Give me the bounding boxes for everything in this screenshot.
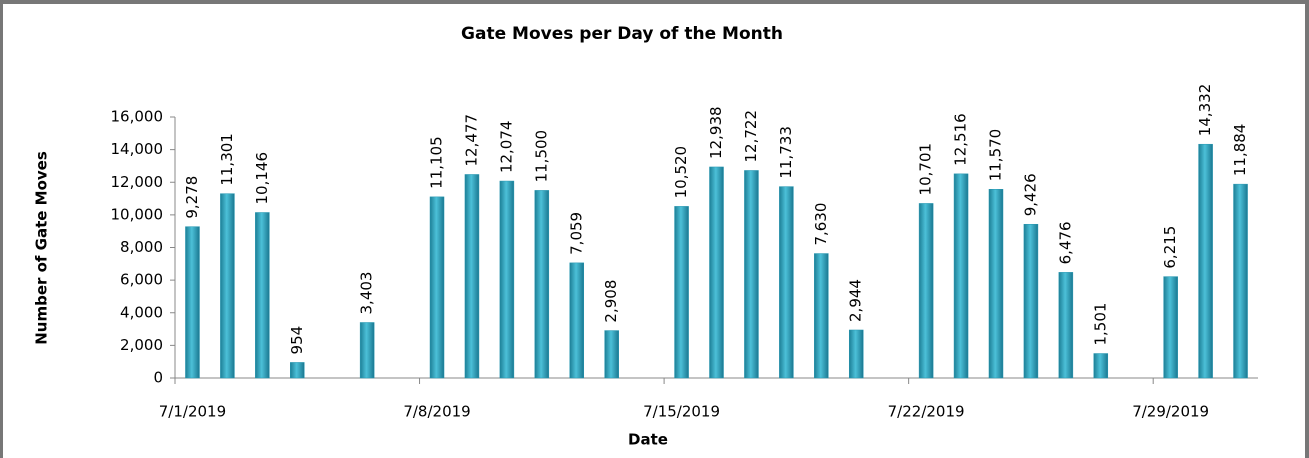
y-tick-label: 12,000 <box>111 173 164 191</box>
bar <box>814 253 829 379</box>
data-label: 954 <box>288 326 306 355</box>
bar <box>429 196 445 379</box>
bar <box>988 189 1004 379</box>
data-label: 7,059 <box>567 212 585 255</box>
bar <box>1023 223 1039 379</box>
bar <box>1198 143 1213 379</box>
bar <box>674 206 689 379</box>
data-label: 6,215 <box>1161 226 1179 269</box>
bar <box>779 186 794 379</box>
bar <box>185 226 200 379</box>
y-tick-label: 4,000 <box>120 303 163 321</box>
y-axis-title: Number of Gate Moves <box>33 151 51 345</box>
bar <box>709 166 724 379</box>
x-tick-label: 7/15/2019 <box>643 403 720 421</box>
data-label: 11,500 <box>532 130 550 183</box>
bar <box>290 362 305 379</box>
chart-title: Gate Moves per Day of the Month <box>461 24 783 44</box>
bar <box>499 180 515 379</box>
data-label: 2,908 <box>602 280 620 323</box>
x-tick-label: 7/8/2019 <box>403 403 470 421</box>
data-label: 10,146 <box>253 152 271 205</box>
data-label: 12,516 <box>952 113 970 166</box>
bar <box>953 173 969 379</box>
data-label: 2,944 <box>847 279 865 322</box>
data-label: 10,701 <box>917 143 935 196</box>
x-tick-label: 7/22/2019 <box>888 403 965 421</box>
y-tick-label: 14,000 <box>111 140 164 158</box>
x-tick-label: 7/1/2019 <box>159 403 226 421</box>
data-label: 11,884 <box>1231 124 1249 177</box>
data-label: 11,301 <box>218 133 236 186</box>
bar <box>569 262 585 379</box>
bar <box>255 212 270 379</box>
bar <box>1093 353 1109 379</box>
data-label: 12,938 <box>707 106 725 159</box>
data-label: 12,722 <box>742 110 760 163</box>
y-tick-label: 6,000 <box>120 271 163 289</box>
data-label: 6,476 <box>1056 221 1074 264</box>
bar <box>359 322 375 379</box>
y-tick-label: 16,000 <box>111 108 164 126</box>
bar <box>848 329 864 379</box>
data-label: 7,630 <box>812 203 830 246</box>
y-tick-label: 0 <box>153 369 163 387</box>
data-label: 1,501 <box>1091 303 1109 346</box>
data-label: 9,426 <box>1021 173 1039 216</box>
data-label: 14,332 <box>1196 84 1214 137</box>
bar <box>918 203 934 379</box>
data-label: 11,733 <box>777 126 795 179</box>
data-label: 3,403 <box>358 272 376 315</box>
data-label: 10,520 <box>672 146 690 199</box>
bar <box>534 190 550 379</box>
x-axis-title: Date <box>628 431 668 449</box>
bar <box>744 170 759 379</box>
bar <box>604 330 619 379</box>
data-label: 12,477 <box>462 114 480 167</box>
bar <box>1163 276 1178 379</box>
data-label: 11,570 <box>986 129 1004 182</box>
bar <box>464 174 480 379</box>
y-tick-label: 2,000 <box>120 336 163 354</box>
bar <box>220 193 235 379</box>
bar <box>1233 183 1248 379</box>
bar <box>1058 272 1074 379</box>
data-label: 11,105 <box>428 136 446 189</box>
x-tick-label: 7/29/2019 <box>1132 403 1209 421</box>
data-label: 9,278 <box>183 176 201 219</box>
data-label: 12,074 <box>497 121 515 174</box>
y-tick-label: 10,000 <box>111 205 164 223</box>
y-tick-label: 8,000 <box>120 238 163 256</box>
